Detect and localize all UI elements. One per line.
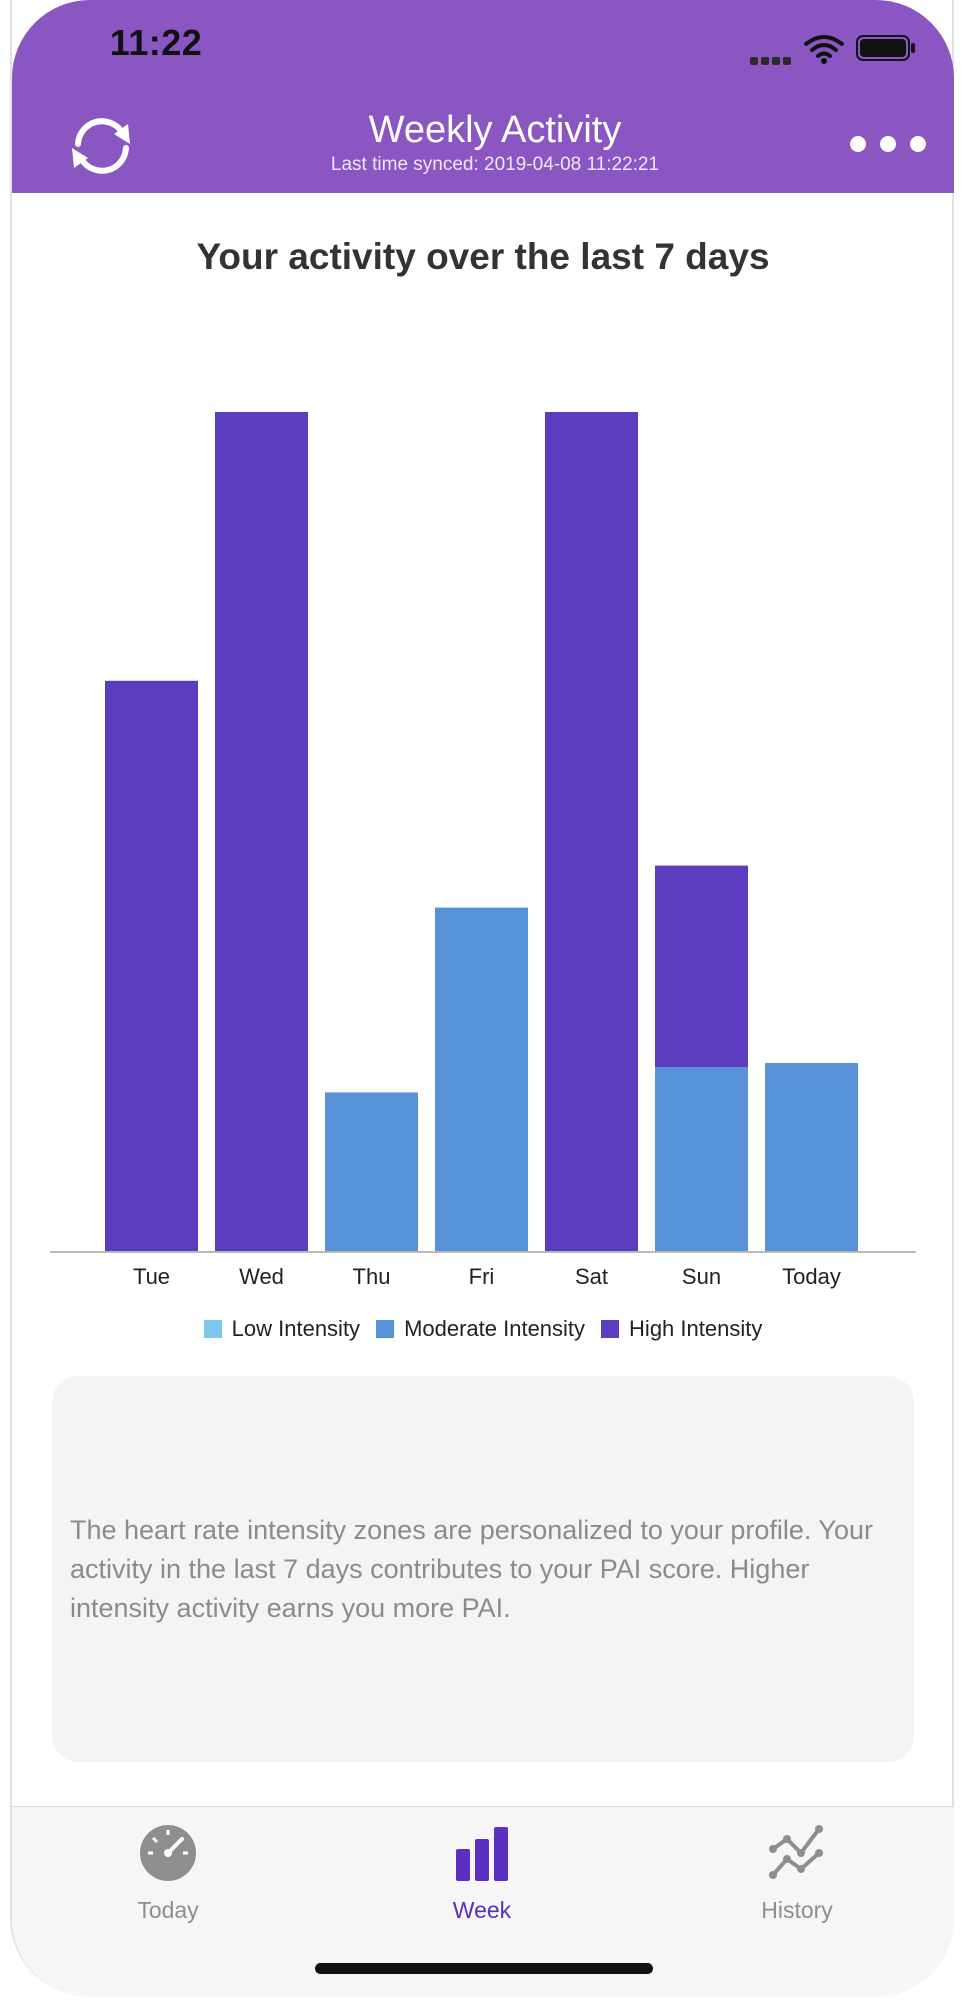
refresh-icon xyxy=(72,118,130,174)
tab-history[interactable]: History xyxy=(707,1823,887,1924)
chart-title: Your activity over the last 7 days xyxy=(196,236,770,277)
chart-legend: Low Intensity Moderate Intensity High Inte… xyxy=(50,1316,916,1342)
x-tick-label: Wed xyxy=(239,1264,284,1289)
bar-sun-moderate-intensity xyxy=(655,1067,748,1252)
legend-item: High Intensity xyxy=(601,1316,762,1342)
battery-icon xyxy=(856,35,915,61)
tab-today[interactable]: Today xyxy=(78,1823,258,1924)
bar-today-moderate-intensity xyxy=(765,1063,858,1252)
bar-tue-high-intensity xyxy=(105,680,198,1252)
bar-chart-icon xyxy=(456,1827,508,1881)
legend-item: Low Intensity xyxy=(203,1316,361,1342)
bar-fri-moderate-intensity xyxy=(435,907,528,1252)
more-dots-icon xyxy=(850,136,866,152)
sync-button[interactable] xyxy=(64,110,140,180)
x-tick-label: Thu xyxy=(353,1264,391,1289)
x-tick-label: Sat xyxy=(575,1264,608,1289)
tab-label-week: Week xyxy=(452,1897,512,1923)
legend-swatch xyxy=(203,1320,222,1338)
tab-label-history: History xyxy=(761,1897,833,1923)
more-options-button[interactable] xyxy=(850,132,926,156)
last-synced-text: Last time synced: 2019-04-08 11:22:21 xyxy=(330,154,660,175)
home-indicator xyxy=(315,1963,653,1974)
info-text: The heart rate intensity zones are perso… xyxy=(70,1515,873,1623)
bar-wed-high-intensity xyxy=(215,412,308,1252)
bar-thu-moderate-intensity xyxy=(325,1092,418,1252)
x-tick-label: Sun xyxy=(682,1264,721,1289)
x-tick-label: Today xyxy=(782,1264,841,1289)
speedometer-icon xyxy=(140,1825,196,1881)
more-dot xyxy=(880,136,896,152)
cellular-signal-icon xyxy=(750,52,794,65)
legend-label: High Intensity xyxy=(629,1316,763,1341)
x-tick-label: Fri xyxy=(469,1264,495,1289)
legend-swatch xyxy=(601,1320,620,1338)
legend-item: Moderate Intensity xyxy=(376,1316,585,1342)
legend-swatch xyxy=(376,1320,395,1338)
tab-bar: Today Week History xyxy=(12,1806,954,1997)
tab-week[interactable]: Week xyxy=(392,1823,572,1924)
x-tick-label: Tue xyxy=(133,1264,170,1289)
more-dot xyxy=(910,136,926,152)
wifi-icon xyxy=(804,35,844,64)
legend-label: Moderate Intensity xyxy=(404,1316,586,1341)
info-card: The heart rate intensity zones are perso… xyxy=(52,1376,914,1762)
legend-label: Low Intensity xyxy=(231,1316,361,1341)
tab-label-today: Today xyxy=(137,1897,199,1923)
status-time: 11:22 xyxy=(109,22,203,63)
app-header: 11:22 Weekly Activity Last time synced: … xyxy=(12,0,954,193)
weekly-activity-chart: Tue Wed Thu Fri Sat Sun Today xyxy=(50,412,916,1289)
bar-sat-high-intensity xyxy=(545,412,638,1252)
line-graph-icon xyxy=(769,1825,823,1879)
bar-sun-high-intensity xyxy=(655,865,748,1068)
page-title: Weekly Activity xyxy=(368,109,622,151)
